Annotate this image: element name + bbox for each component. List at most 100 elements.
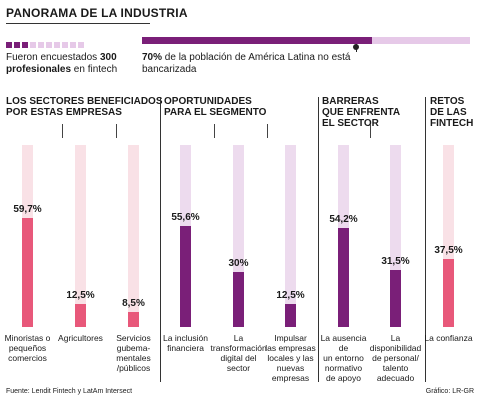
bar xyxy=(285,304,296,327)
column-separator xyxy=(370,124,371,138)
bar-value-label: 12,5% xyxy=(66,290,95,302)
category-label-line: comercios xyxy=(8,353,47,363)
category-label: Agricultores xyxy=(53,333,109,343)
category-label-line: de personal/ xyxy=(372,353,419,363)
survey-text-after: en fintech xyxy=(71,64,118,75)
footer-credit: Gráfico: LR-GR xyxy=(425,388,474,395)
bar-track xyxy=(390,145,401,327)
bar-value-label: 8,5% xyxy=(122,297,145,309)
section-title-line: PARA EL SEGMENTO xyxy=(164,107,267,118)
survey-square xyxy=(62,42,68,48)
category-label-line: mentales xyxy=(116,353,151,363)
section-title: BARRERAS QUE ENFRENTA EL SECTOR xyxy=(322,96,400,129)
bar-track xyxy=(285,145,296,327)
category-label: La confianza xyxy=(421,333,477,343)
bar xyxy=(338,228,349,327)
section-title-line: DE LAS xyxy=(430,107,467,118)
latam-percent: 70% xyxy=(142,52,163,63)
survey-square xyxy=(6,42,12,48)
bar-value-label: 54,2% xyxy=(329,214,358,226)
section-title-line: RETOS xyxy=(430,96,465,107)
category-label-line: /públicos xyxy=(116,363,151,373)
bar-track xyxy=(180,145,191,327)
section-title-line: FINTECH xyxy=(430,118,474,129)
category-label-line: financiera xyxy=(167,343,204,353)
survey-square xyxy=(38,42,44,48)
category-label-line: normativo xyxy=(324,363,363,373)
bar-track xyxy=(22,145,33,327)
category-label-line: La inclusión xyxy=(163,333,208,343)
section-divider xyxy=(160,97,161,382)
section-title-line: QUE ENFRENTA xyxy=(322,107,401,118)
survey-count: 300 xyxy=(99,52,117,63)
bar-value-label: 59,7% xyxy=(13,204,42,216)
survey-text-before: Fueron encuestados xyxy=(6,52,100,63)
survey-square xyxy=(70,42,76,48)
category-label-line: empresas xyxy=(271,373,310,383)
bar-track xyxy=(443,145,454,327)
category-label-line: pequeños xyxy=(8,343,47,353)
category-label-line: disponibilidad xyxy=(369,343,422,353)
category-label-line: Minoristas o xyxy=(4,333,51,343)
footer-source: Fuente: Lendit Fintech y LatAm Intersect xyxy=(6,388,133,395)
section-divider xyxy=(318,97,319,382)
bar xyxy=(128,311,139,327)
category-label-line: La xyxy=(233,333,244,343)
category-label-line: digital del xyxy=(220,353,257,363)
bar xyxy=(75,304,86,327)
bar-value-label: 30% xyxy=(228,258,249,270)
category-label: Servicios gubema-mentales/públicos xyxy=(106,333,162,373)
category-label-line: La xyxy=(390,333,401,343)
section-title-line: OPORTUNIDADES xyxy=(164,96,252,107)
bar xyxy=(390,269,401,327)
category-label-line: La ausencia de xyxy=(320,333,367,353)
section-divider xyxy=(425,97,426,382)
bar-track xyxy=(233,145,244,327)
bar-track xyxy=(338,145,349,327)
bar xyxy=(180,225,191,327)
category-label-line: Servicios xyxy=(116,333,151,343)
latam-text: 70% de la población de América Latina no… xyxy=(142,52,372,76)
survey-square xyxy=(30,42,36,48)
category-label-line: adecuado xyxy=(376,373,415,383)
latam-bar-fill xyxy=(142,37,372,44)
category-label-line: sector xyxy=(226,363,251,373)
title-rule xyxy=(6,23,150,24)
survey-square xyxy=(78,42,84,48)
category-label: La transformación digital del sector xyxy=(211,333,267,373)
bar xyxy=(22,218,33,327)
column-separator xyxy=(214,124,215,138)
category-label: La inclusión financiera xyxy=(158,333,214,353)
column-separator xyxy=(267,124,268,138)
section-title: OPORTUNIDADES PARA EL SEGMENTO xyxy=(164,96,266,118)
section-title-line: BARRERAS xyxy=(322,96,379,107)
category-label-line: locales y las xyxy=(267,353,314,363)
category-label: La ausencia de un entorno normativo de apoy… xyxy=(316,333,372,383)
category-label-line: las empresas xyxy=(265,343,316,353)
bar-track xyxy=(128,145,139,327)
section-title: LOS SECTORES BENEFICIADOS POR ESTAS EMPRE… xyxy=(6,96,163,118)
category-label-line: talento xyxy=(382,363,409,373)
latam-bar-track xyxy=(142,37,470,44)
category-label-line: La confianza xyxy=(424,333,473,343)
latam-marker-dot xyxy=(353,44,359,50)
bar-value-label: 55,6% xyxy=(171,211,200,223)
bar-value-label: 12,5% xyxy=(276,290,305,302)
bar-value-label: 37,5% xyxy=(434,244,463,256)
section-title: RETOS DE LAS FINTECH xyxy=(430,96,473,129)
section-title-line: POR ESTAS EMPRESAS xyxy=(6,107,122,118)
page-title: PANORAMA DE LA INDUSTRIA xyxy=(6,6,188,20)
category-label-line: un entorno xyxy=(323,353,364,363)
bar xyxy=(233,272,244,327)
section-title-line: EL SECTOR xyxy=(322,118,379,129)
category-label: La disponibilidad de personal/talento adecu… xyxy=(368,333,424,383)
latam-description: de la población de América Latina no est… xyxy=(142,52,351,75)
survey-square xyxy=(14,42,20,48)
category-label-line: de apoyo xyxy=(326,373,361,383)
category-label-line: Impulsar xyxy=(274,333,307,343)
category-label-line: nuevas xyxy=(276,363,305,373)
category-label-line: Agricultores xyxy=(58,333,103,343)
survey-text: Fueron encuestados 300 profesionales en f… xyxy=(6,52,146,76)
category-label: Minoristas o pequeños comercios xyxy=(0,333,56,363)
bar-value-label: 31,5% xyxy=(381,255,410,267)
